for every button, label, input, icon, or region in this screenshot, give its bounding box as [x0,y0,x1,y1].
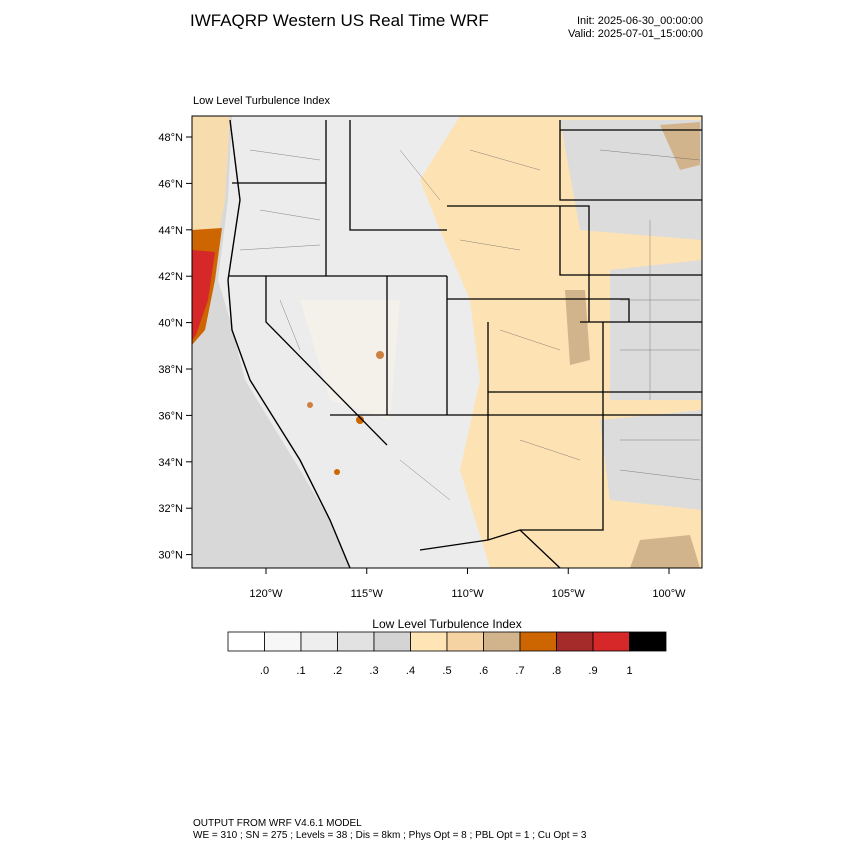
lat-axis: 48°N 46°N 44°N 42°N 40°N 38°N 36°N 34°N 32°N 30°N [158,132,192,562]
colorbar-label: .0 [260,665,269,677]
colorbar: .0 .1 .2 .3 .4 .5 .6 .7 .8 .9 1 [227,631,667,677]
lon-label: 115°W [351,588,384,600]
colorbar-label: .5 [442,665,451,677]
plains-low [560,120,702,510]
colorbar-box [483,631,521,652]
colorbar-label: .4 [406,665,415,677]
lat-label: 30°N [158,550,183,562]
colorbar-box [264,631,302,652]
coast-turbulence-max [192,250,215,340]
map-title: Low Level Turbulence Index [193,95,330,107]
lat-label: 34°N [158,457,183,469]
map-fill [192,116,702,568]
lat-label: 36°N [158,410,183,422]
valid-time: Valid: 2025-07-01_15:00:00 [568,28,703,40]
colorbar-box [373,631,411,652]
basin-patches [300,300,400,420]
coastline [227,119,351,568]
lat-label: 48°N [158,132,183,144]
colorbar-label: .6 [479,665,488,677]
map-frame [191,115,703,569]
hotspot [307,402,313,408]
lat-label: 46°N [158,178,183,190]
init-time: Init: 2025-06-30_00:00:00 [577,15,703,27]
colorbar-box [337,631,375,652]
state-borders [228,120,702,568]
hotspot [334,469,340,475]
hotspot [376,351,384,359]
colorbar-box [300,631,338,652]
colorbar-label: .8 [552,665,561,677]
colorbar-box [592,631,630,652]
county-borders [239,149,701,501]
lon-label: 105°W [552,588,586,600]
lat-label: 38°N [158,364,183,376]
footer-line: WE = 310 ; SN = 275 ; Levels = 38 ; Dis … [193,830,587,841]
plains-moderate [565,122,700,568]
colorbar-label: .1 [296,665,305,677]
lon-label: 110°W [451,588,484,600]
lon-axis: 120°W 115°W 110°W 105°W 100°W [249,568,686,600]
colorbar-label: .9 [588,665,597,677]
colorbar-label: .7 [515,665,524,677]
colorbar-box [446,631,484,652]
colorbar-box [410,631,448,652]
ocean [192,116,350,568]
lat-label: 42°N [158,271,183,283]
lat-label: 32°N [158,503,183,515]
colorbar-title: Low Level Turbulence Index [372,617,521,631]
lat-label: 40°N [158,318,183,330]
lon-label: 100°W [652,588,686,600]
colorbar-box [519,631,557,652]
colorbar-box [227,631,265,652]
colorbar-label: .2 [333,665,342,677]
title: IWFAQRP Western US Real Time WRF [190,11,489,30]
lon-label: 120°W [249,588,283,600]
footer-line: OUTPUT FROM WRF V4.6.1 MODEL [193,818,362,829]
colorbar-label: .3 [369,665,378,677]
colorbar-box [556,631,594,652]
map: 48°N 46°N 44°N 42°N 40°N 38°N 36°N 34°N 32°N 30°N… [158,115,703,600]
colorbar-box [629,631,667,652]
hotspot [356,416,364,424]
lat-label: 44°N [158,225,183,237]
colorbar-label: 1 [626,665,632,677]
